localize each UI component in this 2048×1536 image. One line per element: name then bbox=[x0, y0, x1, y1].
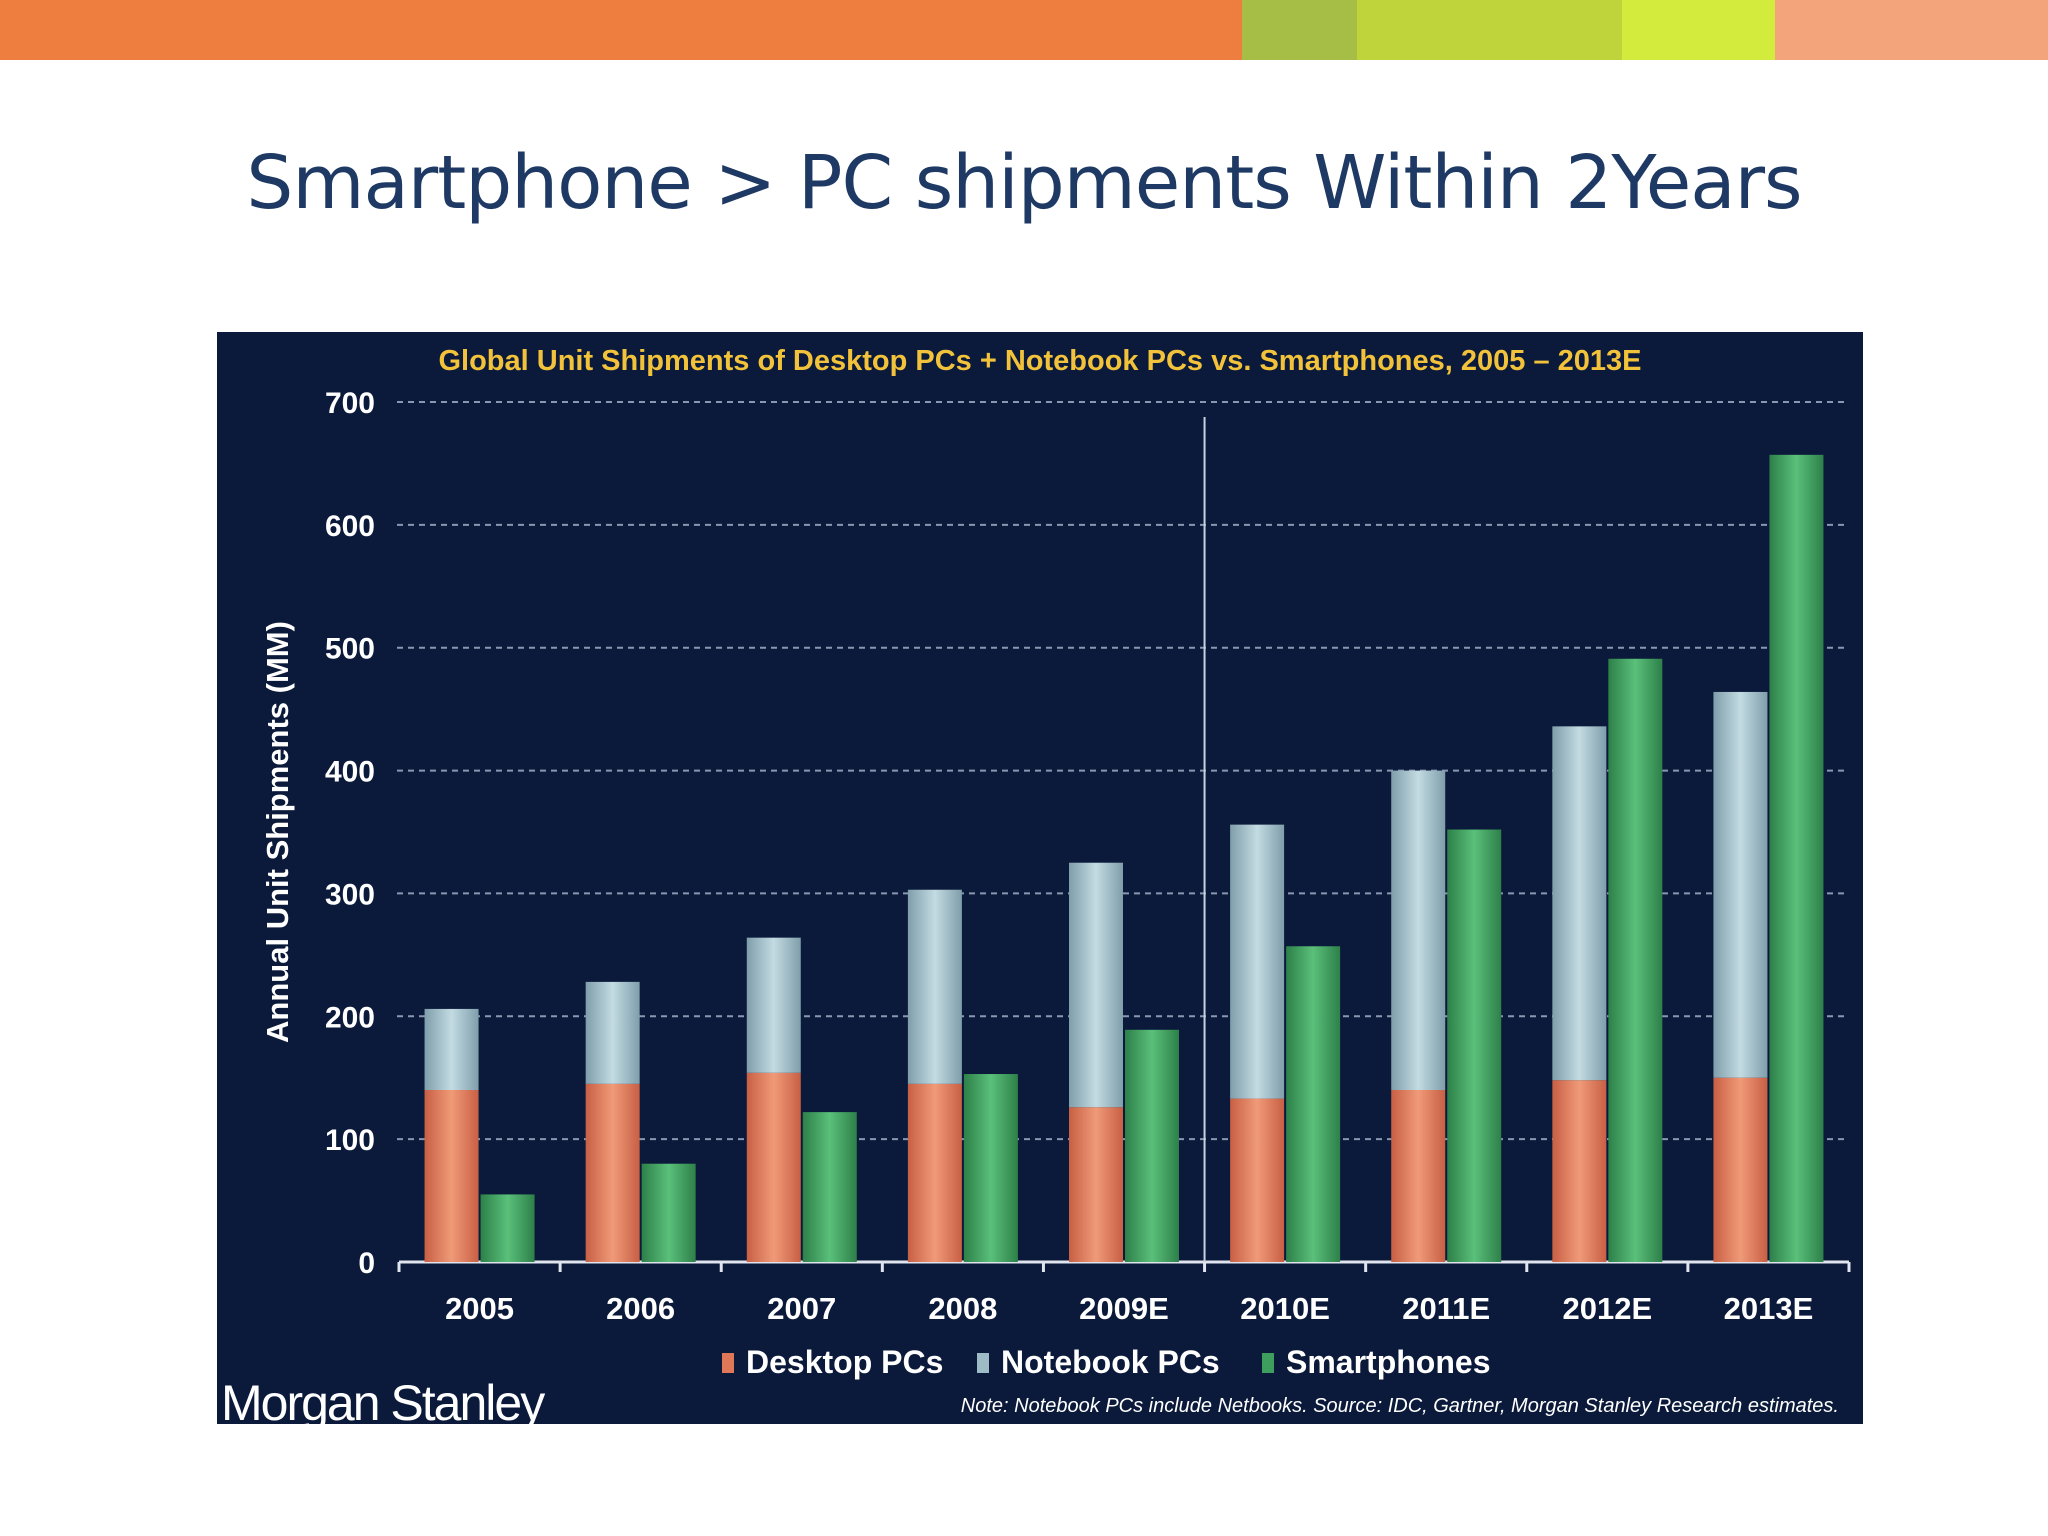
source-note: Note: Notebook PCs include Netbooks. Sou… bbox=[961, 1395, 1839, 1417]
bar-desktop-2007 bbox=[746, 1072, 801, 1262]
y-axis-label: Annual Unit Shipments (MM) bbox=[260, 621, 295, 1043]
x-tick-label: 2010E bbox=[1240, 1291, 1330, 1326]
y-tick-label: 600 bbox=[325, 510, 375, 543]
morgan-stanley-logo: Morgan Stanley bbox=[221, 1375, 545, 1431]
legend-swatch-notebook-pcs bbox=[977, 1353, 989, 1373]
bar-smartphone-2008 bbox=[963, 1074, 1018, 1262]
x-tick-label: 2005 bbox=[445, 1291, 514, 1326]
bar-notebook-2006 bbox=[585, 981, 640, 1084]
y-tick-label: 200 bbox=[325, 1001, 375, 1034]
bar-notebook-2011E bbox=[1391, 770, 1446, 1090]
x-tick-label: 2012E bbox=[1563, 1291, 1653, 1326]
bar-smartphone-2010E bbox=[1286, 946, 1341, 1262]
legend-swatch-smartphones bbox=[1262, 1353, 1274, 1373]
x-tick-label: 2009E bbox=[1079, 1291, 1169, 1326]
bar-notebook-2008 bbox=[907, 889, 962, 1084]
bar-notebook-2013E bbox=[1713, 691, 1768, 1078]
bar-desktop-2006 bbox=[585, 1083, 640, 1262]
x-tick-label: 2006 bbox=[606, 1291, 675, 1326]
top-bar-segment-lime bbox=[1357, 0, 1622, 60]
top-bar-segment-olive bbox=[1242, 0, 1357, 60]
bar-notebook-2010E bbox=[1230, 824, 1285, 1099]
bar-desktop-2012E bbox=[1552, 1080, 1607, 1262]
top-color-bar bbox=[0, 0, 2048, 60]
x-tick-label: 2011E bbox=[1402, 1291, 1490, 1326]
bar-desktop-2008 bbox=[907, 1083, 962, 1262]
y-tick-label: 0 bbox=[358, 1247, 375, 1280]
bar-smartphone-2013E bbox=[1769, 454, 1824, 1262]
bar-smartphone-2007 bbox=[802, 1112, 857, 1262]
x-tick-label: 2008 bbox=[928, 1291, 997, 1326]
x-tick-label: 2013E bbox=[1724, 1291, 1814, 1326]
legend-label: Smartphones bbox=[1286, 1344, 1490, 1380]
bar-notebook-2005 bbox=[424, 1008, 479, 1090]
y-tick-label: 400 bbox=[325, 756, 375, 789]
bar-smartphone-2012E bbox=[1608, 658, 1663, 1262]
slide-title: Smartphone > PC shipments Within 2Years bbox=[246, 140, 1802, 226]
legend-swatch-desktop-pcs bbox=[722, 1353, 734, 1373]
bar-notebook-2009E bbox=[1069, 862, 1123, 1108]
chart-panel: Global Unit Shipments of Desktop PCs + N… bbox=[217, 332, 1863, 1431]
bar-notebook-2007 bbox=[746, 937, 801, 1073]
bar-smartphone-2011E bbox=[1447, 829, 1502, 1262]
legend-label: Notebook PCs bbox=[1001, 1344, 1220, 1380]
y-tick-label: 100 bbox=[325, 1124, 375, 1157]
y-tick-label: 700 bbox=[325, 387, 375, 420]
x-tick-label: 2007 bbox=[767, 1291, 836, 1326]
bar-desktop-2011E bbox=[1391, 1090, 1446, 1262]
bar-desktop-2009E bbox=[1069, 1107, 1123, 1262]
bar-smartphone-2006 bbox=[641, 1163, 696, 1262]
top-bar-segment-peach bbox=[1775, 0, 2048, 60]
chart-title: Global Unit Shipments of Desktop PCs + N… bbox=[438, 345, 1641, 377]
bar-smartphone-2005 bbox=[480, 1194, 535, 1262]
y-tick-label: 500 bbox=[325, 633, 375, 666]
legend-label: Desktop PCs bbox=[746, 1344, 943, 1380]
bar-smartphone-2009E bbox=[1125, 1029, 1179, 1262]
bar-desktop-2013E bbox=[1713, 1077, 1768, 1262]
top-bar-segment-orange bbox=[0, 0, 1242, 60]
bar-desktop-2005 bbox=[424, 1090, 479, 1262]
top-bar-segment-yellow-green bbox=[1622, 0, 1775, 60]
shipments-chart: Global Unit Shipments of Desktop PCs + N… bbox=[260, 345, 1851, 1417]
bar-notebook-2012E bbox=[1552, 726, 1607, 1081]
bar-desktop-2010E bbox=[1230, 1098, 1285, 1262]
y-tick-label: 300 bbox=[325, 878, 375, 911]
